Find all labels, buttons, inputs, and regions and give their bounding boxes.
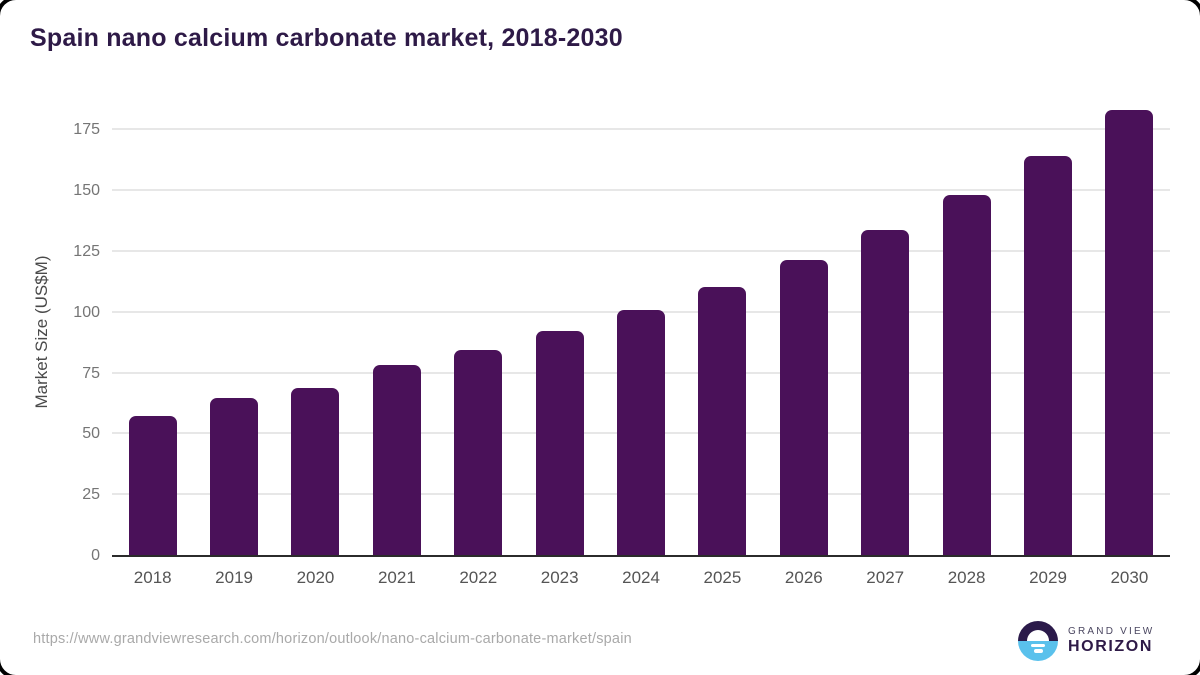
x-axis-label: 2026 [784,568,823,587]
bar-2023 [535,331,584,556]
bar-series [112,94,1170,556]
bar-cell [682,94,763,556]
bar-2026 [779,260,828,556]
chart-plot-area [112,94,1170,556]
gridline [112,128,1170,131]
x-axis-label: 2025 [703,568,742,587]
bar-cell [1089,94,1170,556]
horizon-sun-icon [1018,621,1058,661]
logo-brand-name: GRAND VIEW [1068,626,1155,637]
y-tick-label: 175 [73,121,100,139]
logo-sun-shape [1027,630,1049,641]
gridline [112,189,1170,192]
logo-text: GRAND VIEW HORIZON [1068,626,1154,656]
bar-cell [519,94,600,556]
bar-cell [600,94,681,556]
bar-2020 [291,387,340,556]
y-tick-label: 25 [82,486,100,504]
x-axis-label: 2021 [377,568,416,587]
bar-cell [193,94,274,556]
page-title: Spain nano calcium carbonate market, 201… [30,24,623,52]
bar-2028 [942,195,991,556]
gridline [112,250,1170,253]
y-tick-label: 125 [73,243,100,261]
bar-2025 [698,287,747,556]
x-axis-label: 2029 [1029,568,1067,587]
bar-cell [926,94,1007,556]
bar-2024 [617,310,666,556]
bar-2019 [210,397,259,556]
bar-cell [275,94,356,556]
bar-2030 [1105,109,1154,556]
x-axis-label: 2019 [215,568,253,587]
bar-cell [763,94,844,556]
bar-cell [438,94,519,556]
logo-product-name: HORIZON [1068,638,1153,655]
y-tick-label: 100 [73,303,100,321]
x-axis-label: 2020 [296,568,335,587]
x-axis-label: 2027 [866,568,905,587]
logo-reflection-bar-2 [1033,649,1043,653]
bar-2022 [454,350,503,556]
bar-cell [1007,94,1088,556]
x-axis-labels: 2018 2019 2020 2021 2022 2023 2024 2025 2026 2027… [112,568,1170,588]
bar-2018 [128,416,177,556]
bar-cell [845,94,926,556]
y-tick-label: 0 [91,547,100,564]
bar-cell [356,94,437,556]
x-axis-label: 2022 [459,568,498,587]
y-tick-label: 150 [73,182,100,200]
logo-reflection-bar-1 [1031,643,1045,647]
x-axis-line [112,555,1170,557]
x-axis-label: 2023 [540,568,579,587]
y-tick-label: 50 [82,425,100,443]
bar-2027 [861,230,910,556]
source-url: https://www.grandviewresearch.com/horizo… [33,631,632,647]
bar-2029 [1023,156,1072,556]
x-axis-label: 2030 [1110,568,1149,587]
grandview-horizon-logo: GRAND VIEW HORIZON [1018,621,1154,661]
x-axis-label: 2028 [947,568,986,587]
bar-cell [112,94,193,556]
bar-2021 [372,365,421,556]
y-axis-title: Market Size (US$M) [32,255,51,409]
x-axis-label: 2024 [622,568,660,587]
x-axis-label: 2018 [133,568,172,587]
y-tick-label: 75 [82,364,100,382]
